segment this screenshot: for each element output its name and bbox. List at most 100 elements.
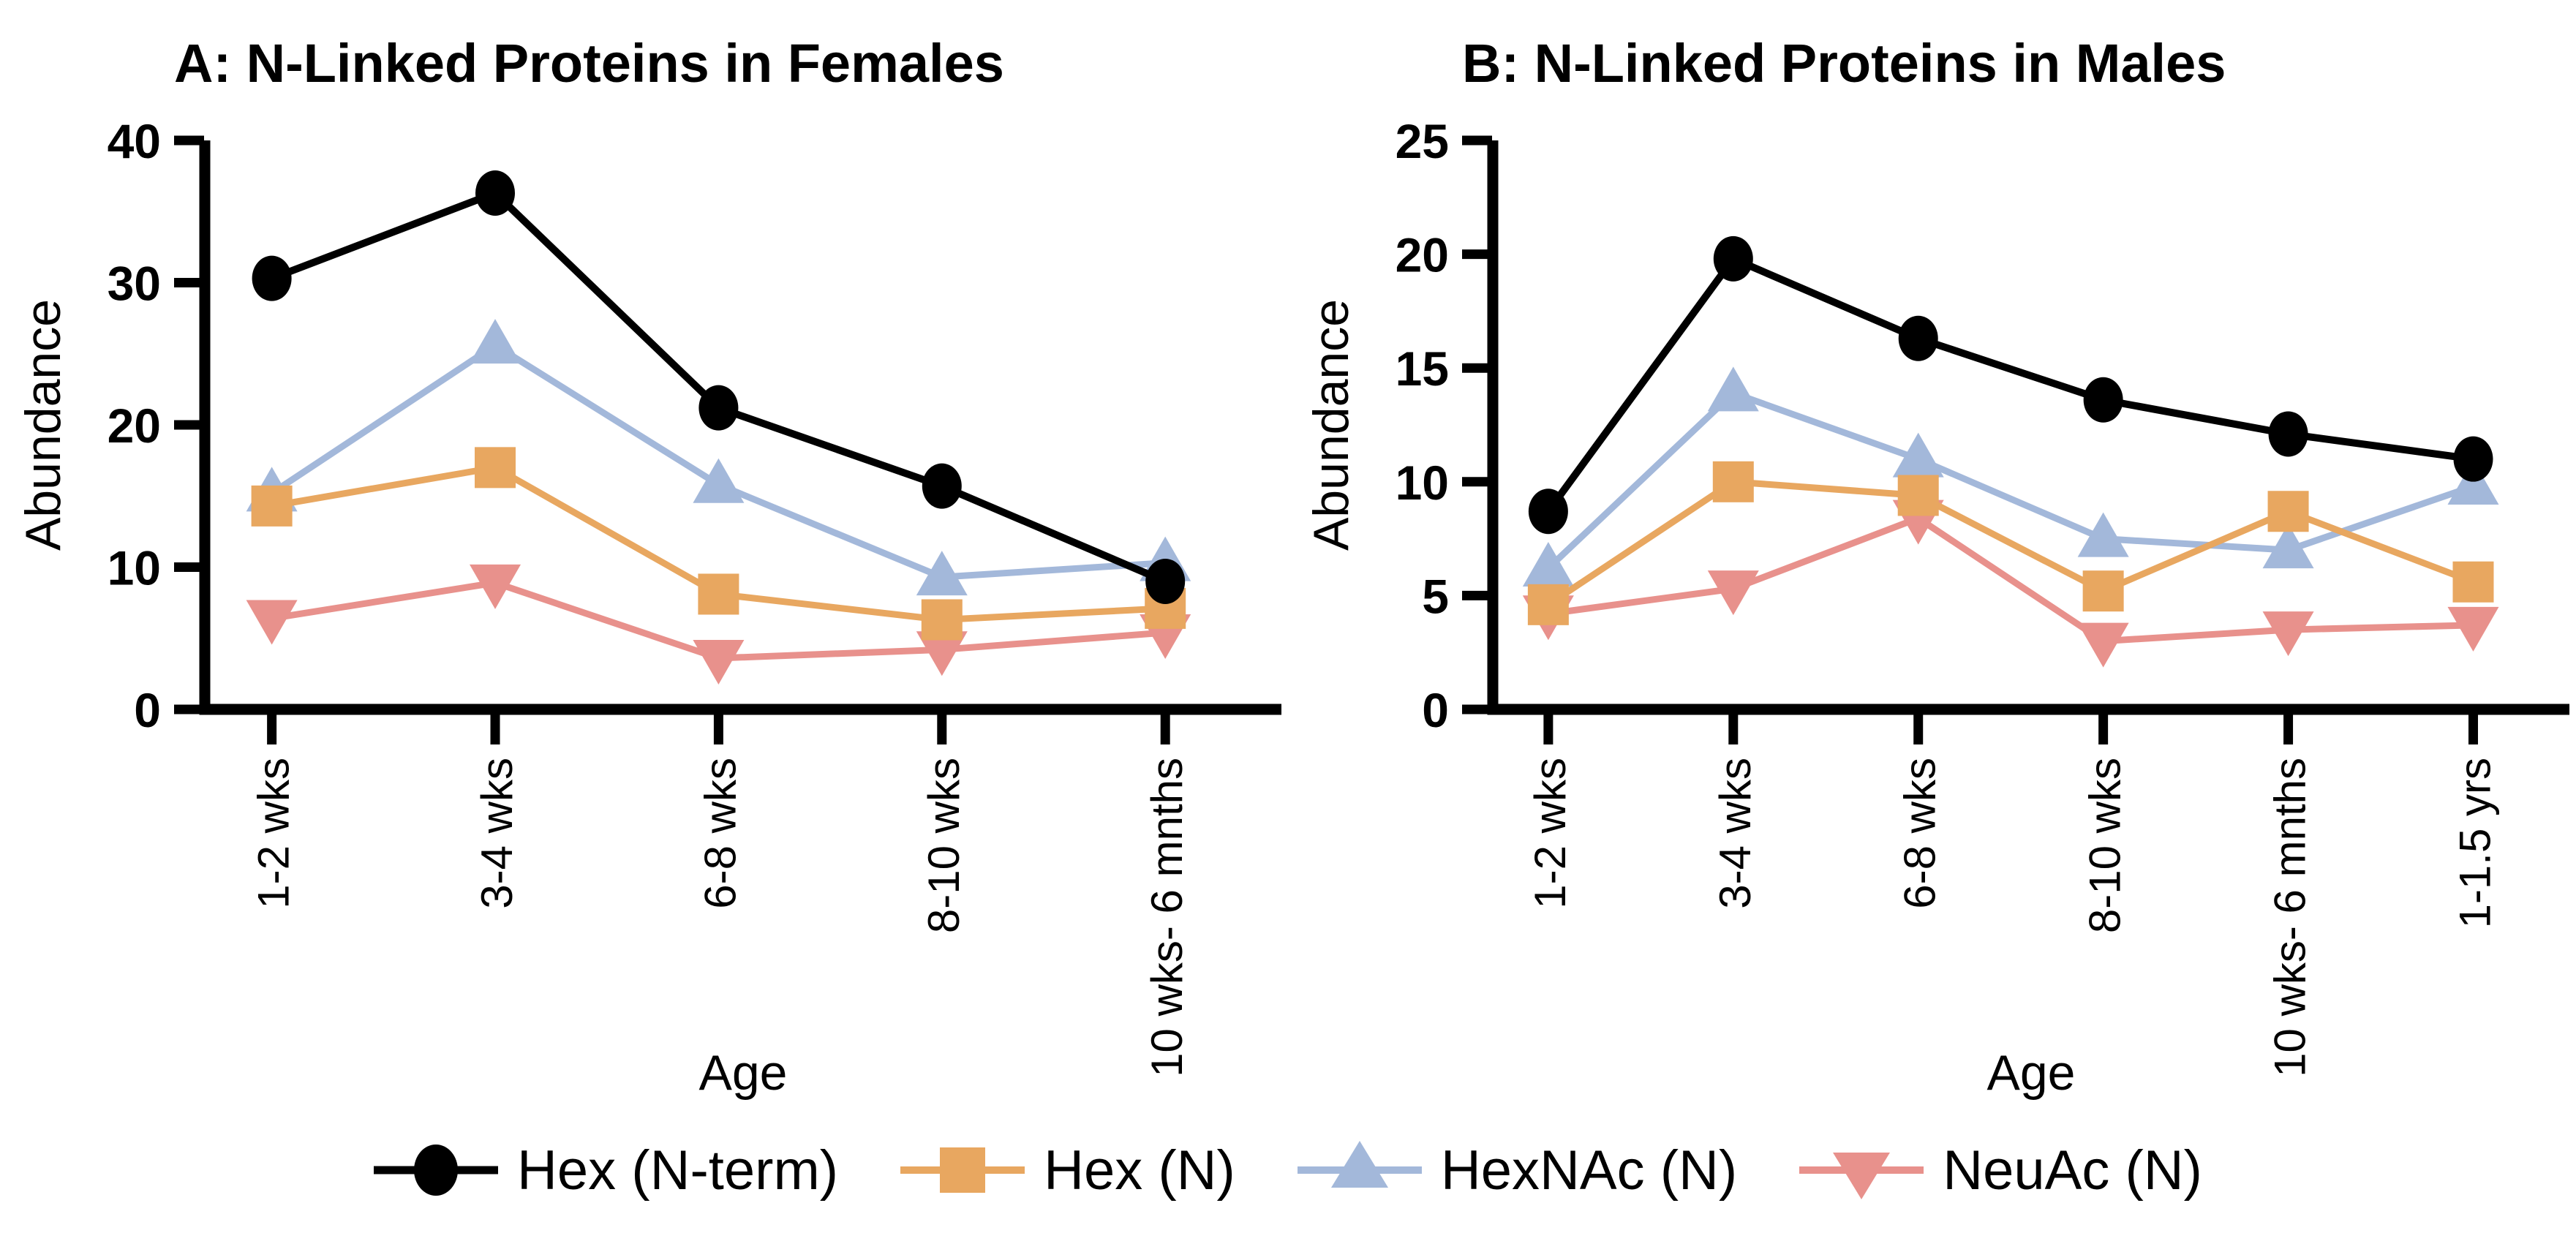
data-point-neuac-n-3 <box>2077 622 2129 668</box>
hex-n-term-circle-icon <box>374 1145 499 1196</box>
series-hexnac-n <box>246 319 1191 596</box>
series-line-hex-n <box>1546 478 2475 608</box>
legend-label: Hex (N) <box>1044 1139 1235 1202</box>
series-neuac-n <box>246 564 1191 685</box>
data-point-hex-n-4 <box>2267 491 2309 532</box>
data-point-neuac-n-1 <box>1707 570 1759 616</box>
data-point-hexnac-n-0 <box>1522 542 1574 587</box>
y-tick-label: 30 <box>108 257 161 311</box>
legend-item-hex-n-term: Hex (N-term) <box>374 1126 838 1214</box>
x-category-label: 10 wks- 6 mnths <box>1142 758 1191 1077</box>
data-point-hex-n-0 <box>1527 584 1569 625</box>
y-axis-label: Abundance <box>1303 299 1359 551</box>
x-category-label: 1-2 wks <box>1526 758 1575 909</box>
x-category-label: 3-4 wks <box>472 758 521 909</box>
data-point-hex-n-3 <box>2082 570 2124 612</box>
x-category-label: 10 wks- 6 mnths <box>2266 758 2315 1077</box>
data-point-neuac-n-1 <box>470 564 521 609</box>
y-tick-label: 0 <box>134 683 161 737</box>
y-axis-label: Abundance <box>15 299 71 551</box>
y-tick-label: 10 <box>1396 456 1449 510</box>
series-hexnac-n <box>1522 366 2499 587</box>
data-point-hex-n-2 <box>698 573 739 615</box>
x-category-label: 1-2 wks <box>249 758 298 909</box>
legend-item-hex-n: Hex (N) <box>900 1126 1235 1214</box>
x-category-label: 3-4 wks <box>1711 758 1760 909</box>
data-point-hexnac-n-1 <box>1707 366 1759 412</box>
data-point-hexnac-n-5 <box>2447 460 2499 505</box>
data-point-hex-n-3 <box>921 599 963 641</box>
triangle-up-marker-icon <box>1330 1141 1388 1188</box>
hexnac-n-triangle-up-icon <box>1297 1141 1422 1188</box>
legend-label: Hex (N-term) <box>517 1139 839 1202</box>
data-point-neuac-n-2 <box>693 639 745 685</box>
data-point-hex-n-term-2 <box>1898 315 1938 361</box>
legend-label: NeuAc (N) <box>1943 1139 2202 1202</box>
y-tick-label: 0 <box>1422 683 1449 737</box>
data-point-hex-n-term-1 <box>475 170 516 216</box>
legend-label: HexNAc (N) <box>1440 1139 1738 1202</box>
x-axis-label: Age <box>1987 1045 2076 1101</box>
y-tick-label: 20 <box>108 399 161 453</box>
data-point-hexnac-n-2 <box>1892 432 1944 478</box>
data-point-hex-n-2 <box>1897 475 1939 516</box>
x-axis-label: Age <box>699 1045 788 1101</box>
y-tick-label: 40 <box>108 114 161 168</box>
data-point-hex-n-term-0 <box>252 255 292 301</box>
y-tick-label: 10 <box>108 541 161 595</box>
triangle-down-marker-icon <box>1833 1153 1891 1199</box>
data-point-hex-n-term-4 <box>2268 411 2308 457</box>
data-point-hex-n-term-1 <box>1713 235 1753 282</box>
data-point-hexnac-n-3 <box>916 551 968 596</box>
series-hex-n-term <box>252 170 1186 604</box>
x-category-label: 1-1.5 yrs <box>2450 758 2499 928</box>
data-point-neuac-n-5 <box>2447 606 2499 652</box>
data-point-hex-n-1 <box>475 447 516 489</box>
circle-marker-icon <box>414 1145 459 1196</box>
series-line-hexnac-n <box>1545 389 2474 571</box>
x-category-label: 8-10 wks <box>2081 758 2130 933</box>
data-point-neuac-n-3 <box>916 631 968 676</box>
data-point-hex-n-5 <box>2452 561 2494 603</box>
chart-title: B: N-Linked Proteins in Males <box>1462 33 2226 94</box>
x-category-label: 6-8 wks <box>696 758 745 909</box>
series-line-hex-n-term <box>1545 254 2474 514</box>
data-point-hexnac-n-2 <box>693 458 745 503</box>
y-tick-label: 25 <box>1396 114 1449 168</box>
chart-panel-females: A: N-Linked Proteins in Females Abundance… <box>15 33 1281 1101</box>
data-point-neuac-n-4 <box>2262 611 2314 657</box>
data-point-hexnac-n-1 <box>470 319 521 364</box>
neuac-n-triangle-down-icon <box>1799 1153 1924 1199</box>
data-point-hex-n-term-0 <box>1528 489 1568 535</box>
data-point-hex-n-0 <box>251 485 293 527</box>
axes <box>1487 140 2569 715</box>
legend: Hex (N-term) Hex (N) HexNAc (N) NeuAc (N) <box>0 1126 2576 1214</box>
chart-title: A: N-Linked Proteins in Females <box>174 33 1004 94</box>
y-tick-label: 15 <box>1396 342 1449 396</box>
data-point-hex-n-term-3 <box>922 463 962 509</box>
square-marker-icon <box>940 1147 986 1193</box>
data-point-hex-n-term-2 <box>698 385 739 431</box>
chart-panel-males: B: N-Linked Proteins in Males Abundance 0 5… <box>1303 33 2569 1101</box>
series-hex-n <box>1527 461 2494 625</box>
x-category-label: 8-10 wks <box>919 758 968 933</box>
data-point-neuac-n-0 <box>246 600 298 645</box>
y-tick-label: 20 <box>1396 228 1449 282</box>
series-hex-n-term <box>1528 235 2493 535</box>
series-hex-n <box>251 447 1186 641</box>
data-point-hex-n-1 <box>1712 461 1754 502</box>
axes <box>199 140 1281 715</box>
legend-item-hexnac-n: HexNAc (N) <box>1297 1126 1738 1214</box>
legend-item-neuac-n: NeuAc (N) <box>1799 1126 2202 1214</box>
data-point-hex-n-term-3 <box>2083 377 2123 423</box>
y-tick-label: 5 <box>1422 569 1449 623</box>
chart-panels: A: N-Linked Proteins in Females Abundance… <box>15 33 2569 1101</box>
data-point-hexnac-n-3 <box>2077 512 2129 557</box>
data-point-hexnac-n-4 <box>2262 524 2314 569</box>
data-point-hex-n-term-4 <box>1145 558 1186 604</box>
x-category-label: 6-8 wks <box>1896 758 1945 909</box>
data-point-hex-n-term-5 <box>2453 436 2493 482</box>
series-line-neuac-n <box>1548 514 2474 645</box>
hex-n-square-icon <box>900 1147 1025 1193</box>
